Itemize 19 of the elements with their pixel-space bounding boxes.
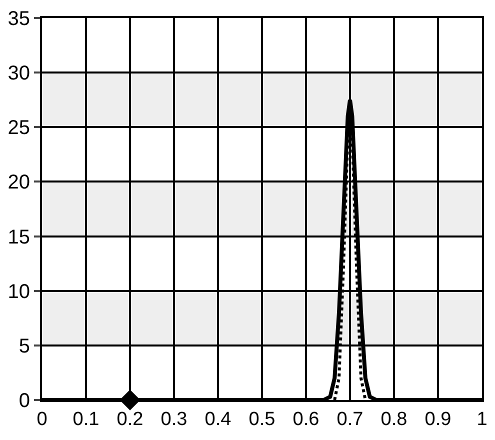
x-tick-label: 1	[476, 408, 488, 430]
y-tick-label: 30	[8, 62, 30, 85]
y-tick-label: 5	[18, 335, 30, 358]
y-tick-label: 25	[8, 117, 30, 140]
x-tick-label: 0	[36, 408, 48, 430]
x-tick-label: 0.1	[72, 408, 100, 430]
x-tick-label: 0.9	[424, 408, 452, 430]
x-tick-label: 0.8	[380, 408, 408, 430]
y-tick-label: 10	[8, 280, 30, 303]
y-tick-label: 20	[8, 172, 30, 194]
y-tick-label: 15	[8, 226, 30, 248]
y-tick-label: 35	[8, 8, 30, 30]
x-tick-label: 0.7	[336, 408, 364, 430]
x-tick-label: 0.3	[160, 408, 188, 430]
y-tick-label: 0	[18, 390, 30, 412]
x-tick-label: 0.4	[204, 408, 232, 430]
x-tick-label: 0.5	[248, 408, 276, 430]
x-tick-label: 0.2	[116, 408, 144, 430]
x-tick-label: 0.6	[292, 408, 320, 430]
